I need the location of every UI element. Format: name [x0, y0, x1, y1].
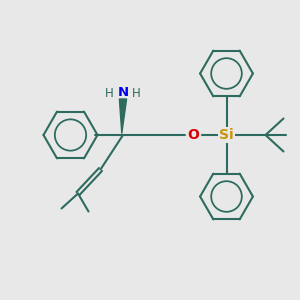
Text: O: O [188, 128, 200, 142]
Text: Si: Si [219, 128, 234, 142]
Text: N: N [117, 86, 129, 100]
Text: H: H [105, 87, 114, 101]
Polygon shape [119, 99, 127, 134]
Text: H: H [132, 87, 141, 101]
